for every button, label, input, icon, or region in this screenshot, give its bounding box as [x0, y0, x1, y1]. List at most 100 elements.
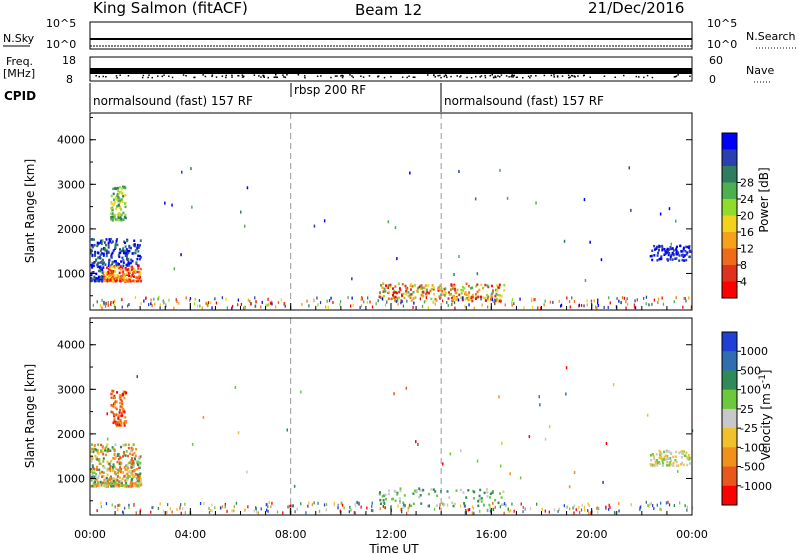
- velocity-colorbar-label: 100: [740, 384, 761, 397]
- freq-speck: [466, 76, 468, 79]
- velocity-data-point: [265, 503, 267, 507]
- velocity-data-point: [167, 503, 169, 507]
- power-data-point: [454, 291, 457, 295]
- power-data-point: [500, 300, 502, 304]
- velocity-data-point: [118, 503, 120, 507]
- power-data-point: [479, 295, 482, 299]
- power-data-point: [460, 296, 463, 300]
- velocity-data-point: [91, 464, 94, 467]
- velocity-data-point: [288, 504, 291, 508]
- velocity-data-point: [106, 437, 109, 441]
- freq-speck: [570, 74, 573, 77]
- xaxis-label: Time UT: [368, 542, 419, 554]
- power-data-point: [93, 275, 96, 279]
- velocity-colorbar-frame: [721, 331, 738, 506]
- velocity-data-point: [125, 479, 128, 482]
- velocity-data-point: [101, 484, 104, 487]
- power-data-point: [328, 299, 331, 303]
- power-data-point: [109, 240, 111, 243]
- velocity-data-point: [123, 410, 126, 414]
- freq-speck: [258, 75, 260, 77]
- power-data-point: [214, 297, 216, 301]
- power-data-point: [112, 261, 115, 264]
- power-data-point: [648, 303, 650, 307]
- velocity-data-point: [124, 416, 127, 419]
- power-data-point: [107, 264, 110, 268]
- velocity-data-point: [102, 457, 105, 460]
- power-data-point: [397, 302, 399, 306]
- power-data-point: [119, 248, 121, 251]
- power-colorbar-label: 24: [740, 193, 754, 206]
- velocity-data-point: [661, 461, 664, 465]
- velocity-data-point: [366, 506, 368, 510]
- power-ytick-label: 2000: [57, 223, 85, 236]
- power-data-point: [115, 187, 117, 190]
- velocity-data-point: [113, 419, 116, 423]
- power-data-point: [189, 297, 192, 300]
- velocity-data-point: [137, 466, 140, 469]
- velocity-data-point: [219, 506, 222, 510]
- power-colorbar-segment: [722, 232, 737, 249]
- velocity-data-point: [122, 390, 125, 393]
- velocity-data-point: [618, 509, 620, 513]
- power-data-point: [267, 303, 269, 307]
- power-data-point: [391, 297, 394, 300]
- velocity-data-point: [412, 492, 415, 495]
- power-data-point: [114, 276, 116, 280]
- velocity-data-point: [678, 451, 681, 455]
- velocity-data-point: [94, 485, 97, 488]
- power-data-point: [133, 243, 136, 246]
- power-data-point: [150, 298, 152, 302]
- velocity-data-point: [113, 471, 116, 475]
- power-data-point: [118, 191, 121, 194]
- velocity-data-point: [152, 506, 154, 510]
- power-data-point: [113, 260, 116, 263]
- velocity-data-point: [491, 491, 494, 494]
- power-data-point: [118, 263, 121, 266]
- velocity-data-point: [669, 456, 672, 460]
- velocity-data-point: [394, 499, 397, 502]
- velocity-data-point: [106, 473, 109, 476]
- velocity-data-point: [93, 475, 96, 479]
- power-data-point: [102, 275, 105, 279]
- power-data-point: [121, 187, 123, 190]
- power-data-point: [511, 303, 513, 307]
- velocity-data-point: [131, 447, 134, 451]
- velocity-data-point: [587, 502, 589, 506]
- velocity-data-point: [106, 484, 109, 487]
- power-data-point: [688, 245, 691, 248]
- power-data-point: [90, 279, 93, 282]
- velocity-data-point: [688, 458, 691, 461]
- power-data-point: [616, 297, 618, 300]
- velocity-data-point: [356, 500, 358, 504]
- velocity-data-point: [100, 501, 102, 505]
- freq-speck: [589, 76, 591, 78]
- velocity-data-point: [672, 464, 675, 468]
- power-data-point: [110, 212, 113, 216]
- power-data-point: [127, 271, 130, 275]
- power-data-point: [491, 296, 494, 300]
- velocity-data-point: [291, 504, 293, 508]
- velocity-data-point: [343, 506, 345, 510]
- velocity-data-point: [112, 469, 114, 473]
- freq-speck: [168, 75, 170, 77]
- power-data-point: [468, 303, 470, 307]
- power-data-point: [410, 283, 413, 286]
- velocity-data-point: [110, 396, 113, 399]
- power-data-point: [107, 276, 110, 279]
- velocity-data-point: [226, 509, 228, 513]
- power-data-point: [117, 203, 120, 207]
- power-data-point: [453, 289, 456, 292]
- velocity-data-point: [162, 509, 165, 513]
- velocity-data-point: [98, 458, 101, 461]
- power-data-point: [95, 272, 98, 276]
- freq-speck: [241, 76, 244, 78]
- velocity-data-point: [649, 454, 652, 457]
- power-data-point: [504, 303, 506, 307]
- velocity-data-point: [117, 416, 120, 419]
- velocity-data-point: [130, 466, 133, 469]
- power-data-point: [394, 226, 397, 230]
- velocity-data-point: [109, 449, 112, 452]
- power-data-point: [96, 262, 99, 265]
- velocity-data-point: [92, 448, 95, 451]
